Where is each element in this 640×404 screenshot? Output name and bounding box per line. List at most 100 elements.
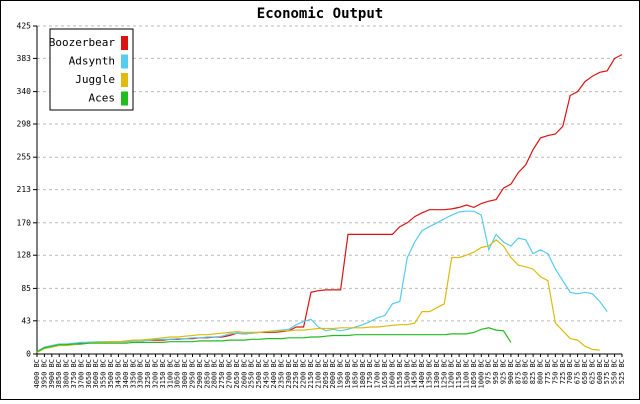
- y-tick-label: 425: [17, 22, 32, 31]
- x-tick-label: 2950 BC: [189, 359, 197, 389]
- x-tick-label: 900 BC: [507, 359, 515, 384]
- y-tick-label: 213: [17, 185, 32, 194]
- x-tick-label: 525 BC: [618, 359, 626, 384]
- x-tick-label: 1950 BC: [337, 359, 345, 389]
- legend-label: Aces: [89, 92, 116, 105]
- legend-box: [49, 28, 134, 111]
- x-tick-label: 4000 BC: [33, 359, 41, 389]
- x-tick-label: 1800 BC: [359, 359, 367, 389]
- x-tick-label: 625 BC: [588, 359, 596, 384]
- x-tick-label: 3400 BC: [122, 359, 130, 389]
- x-tick-label: 2600 BC: [240, 359, 248, 389]
- series-line: [36, 327, 512, 353]
- x-tick-label: 850 BC: [522, 359, 530, 384]
- x-tick-label: 1100 BC: [462, 359, 470, 389]
- legend-swatch: [121, 54, 128, 69]
- y-tick-label: 170: [17, 218, 32, 227]
- y-tick-label: 255: [17, 153, 32, 162]
- x-tick-label: 1200 BC: [448, 359, 456, 389]
- x-tick-label: 1850 BC: [351, 359, 359, 389]
- x-tick-label: 2850 BC: [203, 359, 211, 389]
- x-tick-label: 2250 BC: [292, 359, 300, 389]
- y-tick-label: 340: [17, 87, 32, 96]
- x-tick-label: 3100 BC: [166, 359, 174, 389]
- x-tick-label: 1550 BC: [396, 359, 404, 389]
- series-line: [36, 239, 600, 354]
- x-tick-label: 2800 BC: [211, 359, 219, 389]
- x-tick-label: 3950 BC: [40, 359, 48, 389]
- x-tick-label: 2700 BC: [226, 359, 234, 389]
- x-tick-label: 1900 BC: [344, 359, 352, 389]
- x-tick-label: 2300 BC: [285, 359, 293, 389]
- x-tick-label: 3300 BC: [137, 359, 145, 389]
- x-tick-label: 825 BC: [529, 359, 537, 384]
- x-tick-label: 950 BC: [492, 359, 500, 384]
- x-tick-label: 1600 BC: [388, 359, 396, 389]
- x-tick-label: 3850 BC: [55, 359, 63, 389]
- x-tick-label: 600 BC: [596, 359, 604, 384]
- x-tick-label: 3700 BC: [77, 359, 85, 389]
- x-tick-label: 675 BC: [574, 359, 582, 384]
- x-tick-label: 1000 BC: [477, 359, 485, 389]
- x-tick-label: 1050 BC: [470, 359, 478, 389]
- legend-swatch: [121, 73, 128, 87]
- x-tick-label: 3600 BC: [92, 359, 100, 389]
- x-tick-label: 3000 BC: [181, 359, 189, 389]
- x-tick-label: 700 BC: [566, 359, 574, 384]
- x-tick-label: 3550 BC: [100, 359, 108, 389]
- x-tick-label: 3650 BC: [85, 359, 93, 389]
- x-tick-label: 2900 BC: [196, 359, 204, 389]
- y-tick-label: 85: [21, 284, 31, 293]
- legend-swatch: [121, 91, 128, 106]
- x-tick-label: 2100 BC: [314, 359, 322, 389]
- x-tick-label: 550 BC: [611, 359, 619, 384]
- x-tick-label: 975 BC: [485, 359, 493, 384]
- x-tick-label: 3200 BC: [151, 359, 159, 389]
- x-tick-label: 1150 BC: [455, 359, 463, 389]
- x-tick-label: 1300 BC: [433, 359, 441, 389]
- x-tick-label: 1700 BC: [374, 359, 382, 389]
- x-tick-label: 800 BC: [537, 359, 545, 384]
- legend-swatch: [121, 36, 128, 50]
- x-tick-label: 925 BC: [500, 359, 508, 384]
- y-tick-label: 43: [21, 316, 31, 325]
- y-tick-label: 128: [17, 251, 32, 260]
- x-tick-label: 3500 BC: [107, 359, 115, 389]
- legend-label: Boozerbear: [49, 36, 116, 49]
- x-tick-label: 2450 BC: [263, 359, 271, 389]
- x-tick-label: 575 BC: [603, 359, 611, 384]
- x-tick-label: 725 BC: [559, 359, 567, 384]
- x-tick-label: 1400 BC: [418, 359, 426, 389]
- x-tick-label: 1350 BC: [425, 359, 433, 389]
- x-tick-label: 3750 BC: [70, 359, 78, 389]
- y-tick-label: 0: [26, 350, 31, 359]
- x-tick-label: 2350 BC: [277, 359, 285, 389]
- x-tick-label: 3450 BC: [114, 359, 122, 389]
- x-tick-label: 2150 BC: [307, 359, 315, 389]
- x-tick-label: 2000 BC: [329, 359, 337, 389]
- legend-label: Adsynth: [69, 55, 115, 68]
- x-tick-label: 875 BC: [514, 359, 522, 384]
- x-tick-label: 3250 BC: [144, 359, 152, 389]
- x-tick-label: 2550 BC: [248, 359, 256, 389]
- x-tick-label: 2200 BC: [300, 359, 308, 389]
- x-tick-label: 1250 BC: [440, 359, 448, 389]
- x-tick-label: 2400 BC: [270, 359, 278, 389]
- y-tick-label: 298: [17, 120, 32, 129]
- x-tick-label: 2500 BC: [255, 359, 263, 389]
- x-tick-label: 3050 BC: [174, 359, 182, 389]
- x-tick-label: 1650 BC: [381, 359, 389, 389]
- x-tick-label: 2750 BC: [218, 359, 226, 389]
- x-tick-label: 1750 BC: [366, 359, 374, 389]
- y-tick-label: 383: [17, 54, 32, 63]
- x-tick-label: 2650 BC: [233, 359, 241, 389]
- x-tick-label: 3800 BC: [63, 359, 71, 389]
- x-tick-label: 3350 BC: [129, 359, 137, 389]
- x-tick-label: 1500 BC: [403, 359, 411, 389]
- legend-label: Juggle: [75, 73, 115, 86]
- x-tick-label: 3900 BC: [48, 359, 56, 389]
- x-tick-label: 775 BC: [544, 359, 552, 384]
- x-tick-label: 3150 BC: [159, 359, 167, 389]
- x-tick-label: 750 BC: [551, 359, 559, 384]
